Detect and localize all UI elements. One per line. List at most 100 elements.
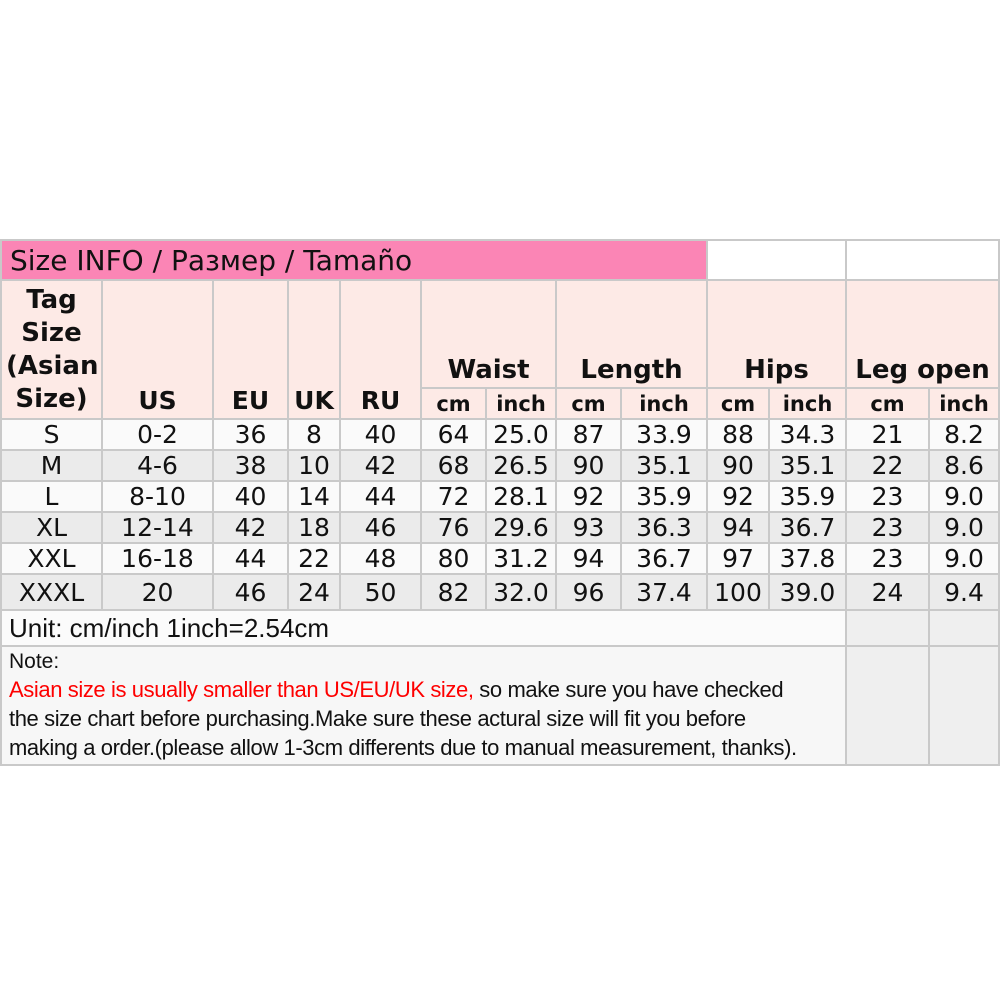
note-line-1: Asian size is usually smaller than US/EU… xyxy=(9,675,838,704)
header-length-cm: cm xyxy=(555,387,622,420)
cell-leg-cm: 24 xyxy=(845,573,931,611)
cell-uk: 8 xyxy=(287,418,341,451)
cell-waist-cm: 80 xyxy=(420,542,487,575)
cell-uk: 10 xyxy=(287,449,341,482)
cell-us: 16-18 xyxy=(101,542,214,575)
header-leg-open: Leg open xyxy=(845,279,1001,389)
cell-hips-inch: 35.1 xyxy=(768,449,848,482)
unit-blank-cell xyxy=(845,609,931,647)
cell-hips-inch: 37.8 xyxy=(768,542,848,575)
cell-waist-inch: 25.0 xyxy=(485,418,557,451)
cell-eu: 40 xyxy=(212,480,289,513)
cell-hips-inch: 35.9 xyxy=(768,480,848,513)
size-row-xxxl: XXXL 20 46 24 50 82 32.0 96 37.4 100 39.… xyxy=(0,573,1001,611)
cell-uk: 22 xyxy=(287,542,341,575)
cell-tag: M xyxy=(0,449,103,482)
cell-eu: 38 xyxy=(212,449,289,482)
size-row-xxl: XXL 16-18 44 22 48 80 31.2 94 36.7 97 37… xyxy=(0,542,1001,575)
note-red-warning: Asian size is usually smaller than US/EU… xyxy=(9,677,474,702)
unit-blank-cell xyxy=(928,609,1001,647)
cell-leg-inch: 8.6 xyxy=(928,449,1001,482)
cell-length-cm: 96 xyxy=(555,573,622,611)
cell-leg-inch: 9.0 xyxy=(928,480,1001,513)
size-row-s: S 0-2 36 8 40 64 25.0 87 33.9 88 34.3 21… xyxy=(0,418,1001,451)
header-leg-cm: cm xyxy=(845,387,931,420)
cell-us: 4-6 xyxy=(101,449,214,482)
cell-waist-inch: 28.1 xyxy=(485,480,557,513)
header-group-row: Tag Size (Asian Size) US EU UK RU Waist … xyxy=(0,279,1001,420)
cell-length-cm: 92 xyxy=(555,480,622,513)
cell-length-cm: 90 xyxy=(555,449,622,482)
cell-ru: 42 xyxy=(339,449,422,482)
cell-leg-cm: 23 xyxy=(845,542,931,575)
note-blank-cell xyxy=(845,645,931,766)
header-ru: RU xyxy=(339,279,422,420)
corner-header-tag-size: Tag Size (Asian Size) xyxy=(0,279,103,420)
title-blank-cell-leg xyxy=(845,239,1001,281)
cell-waist-cm: 68 xyxy=(420,449,487,482)
header-hips: Hips xyxy=(706,279,848,389)
cell-leg-cm: 21 xyxy=(845,418,931,451)
title-row: Size INFO / Размер / Tamaño xyxy=(0,239,1001,281)
cell-us: 12-14 xyxy=(101,511,214,544)
cell-length-inch: 33.9 xyxy=(619,418,709,451)
note-line-3: making a order.(please allow 1-3cm diffe… xyxy=(9,735,797,760)
cell-length-inch: 36.7 xyxy=(619,542,709,575)
cell-hips-cm: 94 xyxy=(706,511,771,544)
cell-tag: XXXL xyxy=(0,573,103,611)
cell-hips-cm: 100 xyxy=(706,573,771,611)
cell-hips-cm: 97 xyxy=(706,542,771,575)
cell-eu: 46 xyxy=(212,573,289,611)
cell-leg-cm: 22 xyxy=(845,449,931,482)
cell-hips-inch: 39.0 xyxy=(768,573,848,611)
header-hips-inch: inch xyxy=(768,387,848,420)
cell-ru: 44 xyxy=(339,480,422,513)
note-line-1-rest: so make sure you have checked xyxy=(473,677,784,702)
header-leg-inch: inch xyxy=(928,387,1001,420)
size-chart-sheet: Size INFO / Размер / Tamaño Tag Size (As… xyxy=(0,239,1001,766)
cell-leg-inch: 9.0 xyxy=(928,511,1001,544)
note-cell: Note: Asian size is usually smaller than… xyxy=(0,645,848,766)
unit-row: Unit: cm/inch 1inch=2.54cm xyxy=(0,609,1001,647)
header-uk: UK xyxy=(287,279,341,420)
cell-length-inch: 37.4 xyxy=(619,573,709,611)
header-length-inch: inch xyxy=(619,387,709,420)
cell-us: 8-10 xyxy=(101,480,214,513)
cell-leg-cm: 23 xyxy=(845,480,931,513)
header-waist-inch: inch xyxy=(485,387,557,420)
note-blank-cell xyxy=(928,645,1001,766)
cell-tag: XL xyxy=(0,511,103,544)
header-waist: Waist xyxy=(420,279,557,389)
cell-hips-inch: 34.3 xyxy=(768,418,848,451)
cell-ru: 48 xyxy=(339,542,422,575)
cell-eu: 44 xyxy=(212,542,289,575)
cell-uk: 18 xyxy=(287,511,341,544)
title-blank-cell-hips xyxy=(706,239,848,281)
cell-us: 0-2 xyxy=(101,418,214,451)
cell-hips-inch: 36.7 xyxy=(768,511,848,544)
cell-waist-cm: 64 xyxy=(420,418,487,451)
header-eu: EU xyxy=(212,279,289,420)
cell-length-inch: 35.1 xyxy=(619,449,709,482)
cell-waist-inch: 26.5 xyxy=(485,449,557,482)
cell-tag: S xyxy=(0,418,103,451)
cell-tag: XXL xyxy=(0,542,103,575)
size-row-xl: XL 12-14 42 18 46 76 29.6 93 36.3 94 36.… xyxy=(0,511,1001,544)
cell-leg-inch: 9.0 xyxy=(928,542,1001,575)
cell-ru: 40 xyxy=(339,418,422,451)
cell-length-cm: 93 xyxy=(555,511,622,544)
header-hips-cm: cm xyxy=(706,387,771,420)
cell-uk: 24 xyxy=(287,573,341,611)
cell-leg-inch: 8.2 xyxy=(928,418,1001,451)
cell-eu: 42 xyxy=(212,511,289,544)
cell-length-cm: 94 xyxy=(555,542,622,575)
cell-uk: 14 xyxy=(287,480,341,513)
cell-us: 20 xyxy=(101,573,214,611)
size-info-title: Size INFO / Размер / Tamaño xyxy=(0,239,709,281)
cell-leg-inch: 9.4 xyxy=(928,573,1001,611)
size-table: Size INFO / Размер / Tamaño Tag Size (As… xyxy=(0,239,1001,766)
cell-waist-cm: 72 xyxy=(420,480,487,513)
cell-hips-cm: 90 xyxy=(706,449,771,482)
note-line-2: the size chart before purchasing.Make su… xyxy=(9,706,746,731)
cell-tag: L xyxy=(0,480,103,513)
